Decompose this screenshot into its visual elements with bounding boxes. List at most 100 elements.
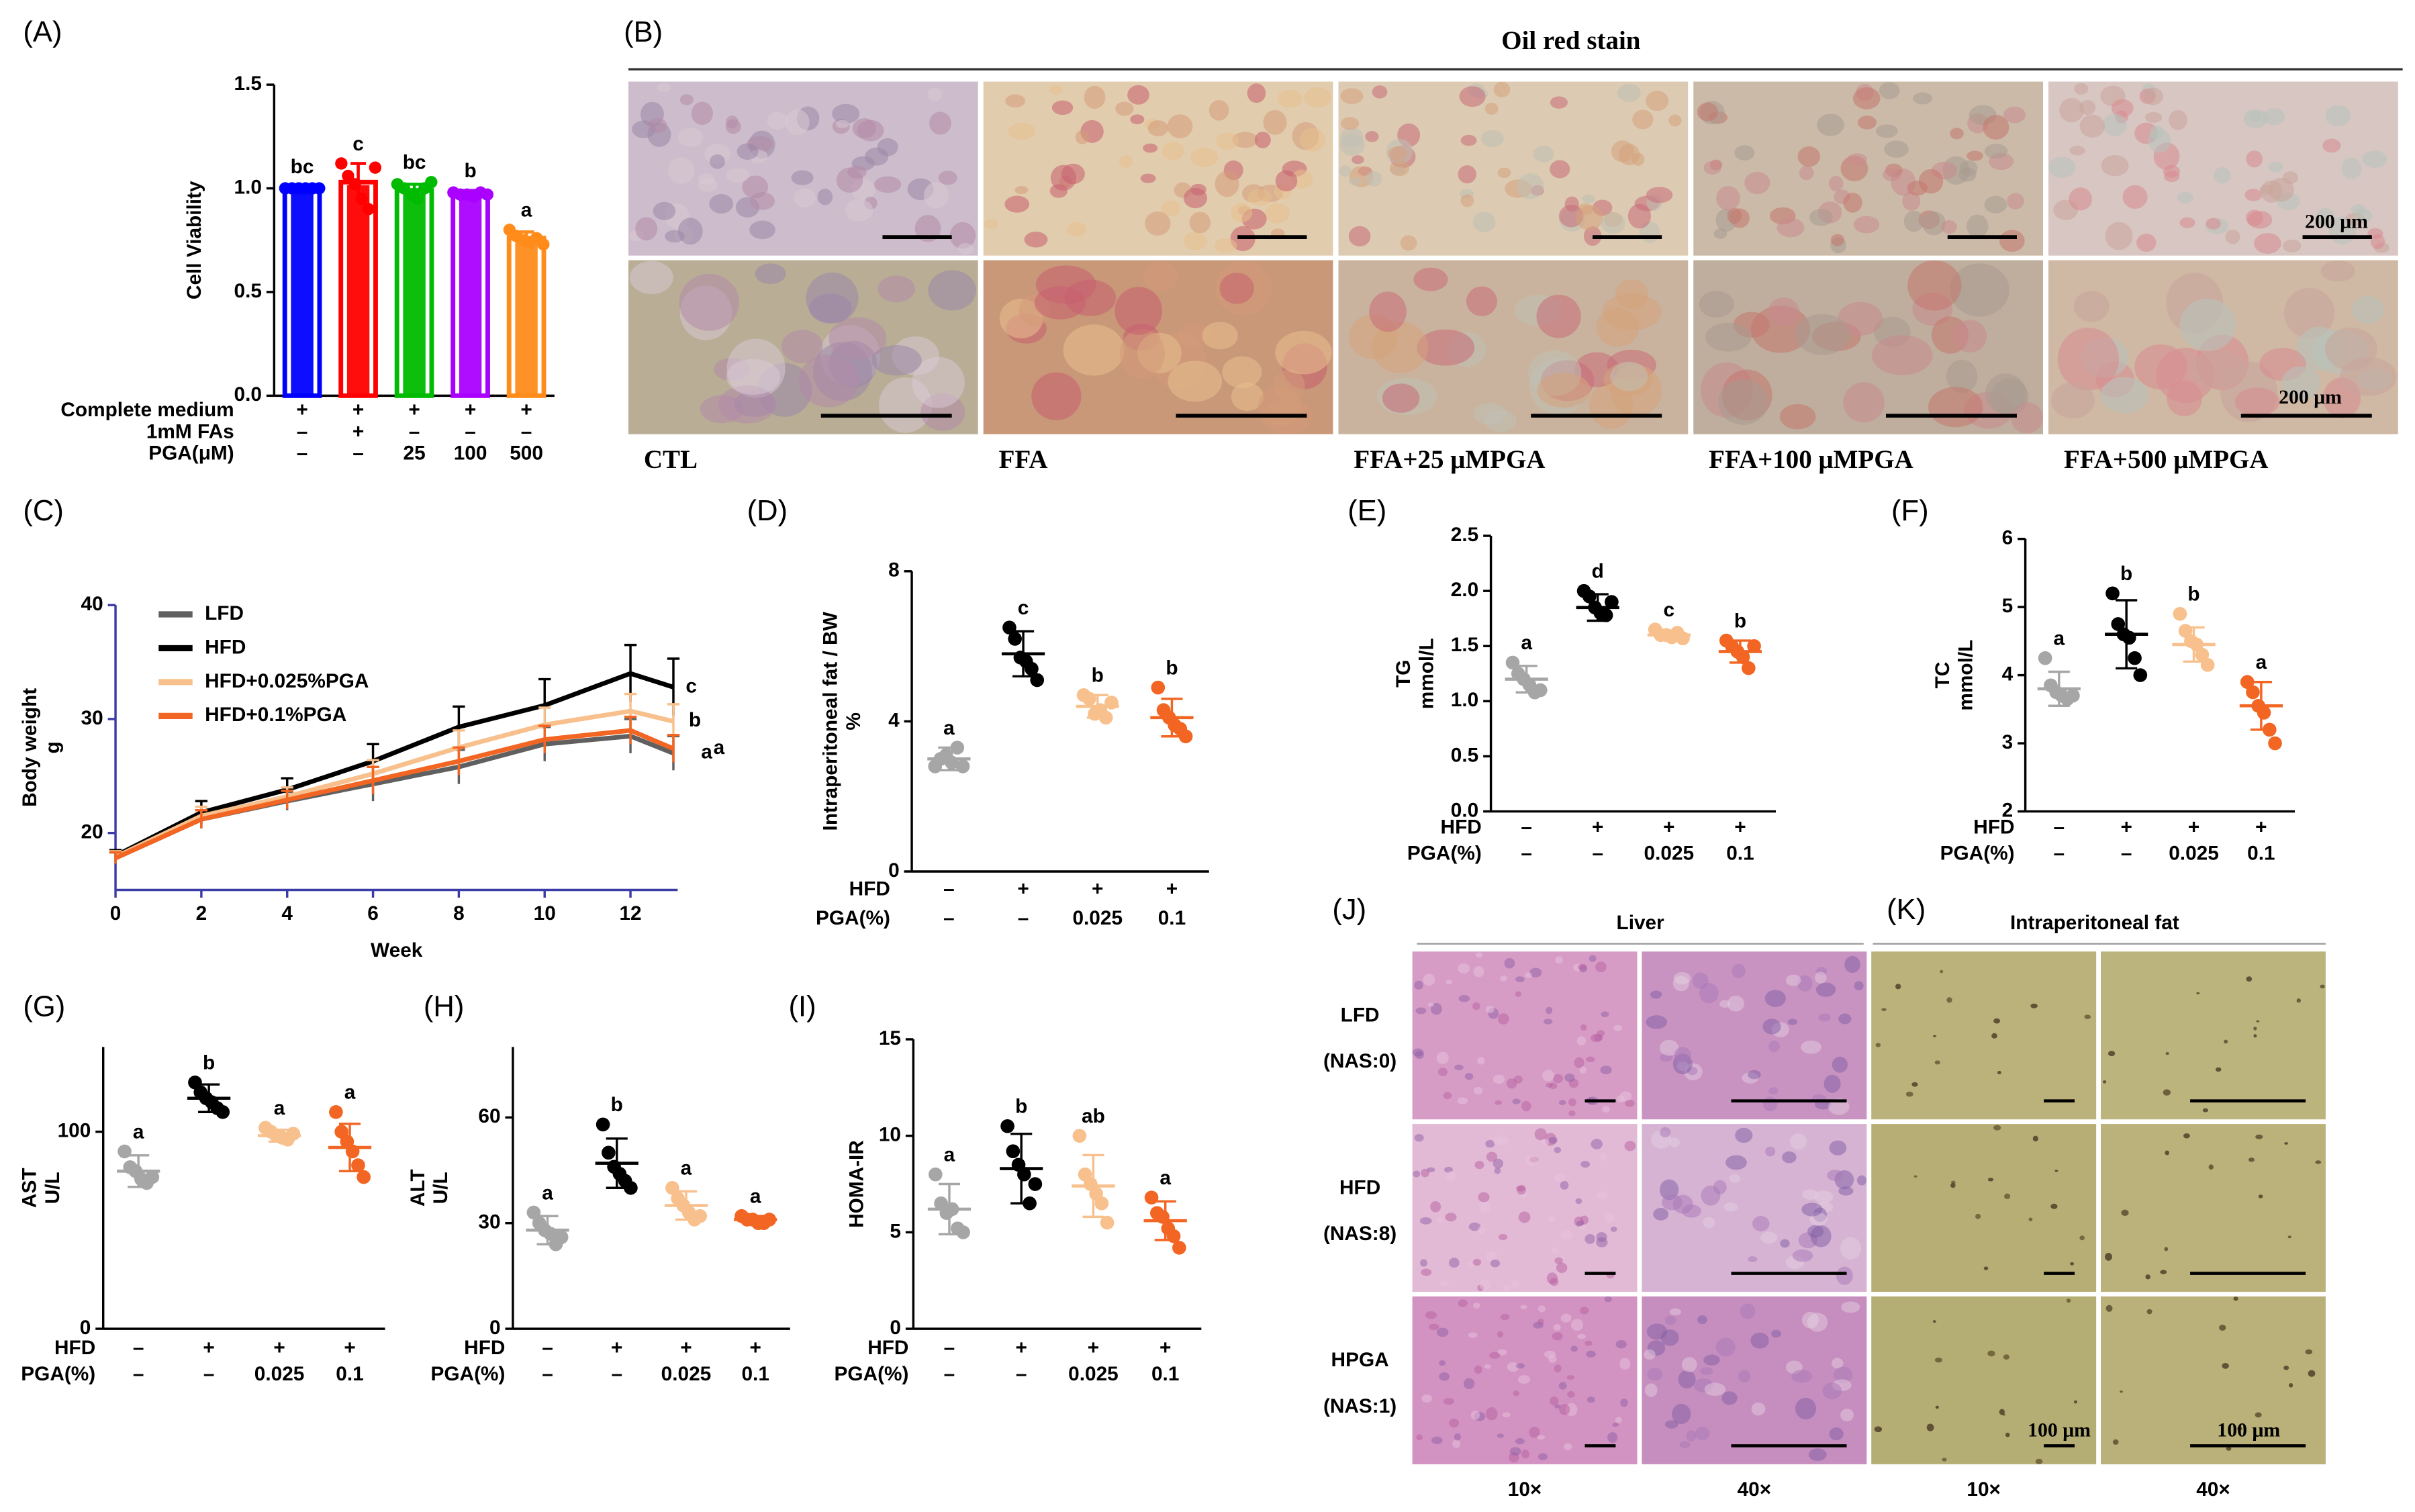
condition-cell: –: [133, 1363, 144, 1385]
bar-fill: [515, 241, 538, 396]
panel-label: (G): [23, 991, 65, 1023]
cell-texture: [1764, 990, 1786, 1007]
micrograph: [2101, 951, 2326, 1120]
cell-texture: [2284, 1142, 2288, 1145]
cell-texture: [2165, 1150, 2169, 1155]
cell-texture: [1119, 329, 1166, 379]
cell-texture: [1703, 1354, 1720, 1366]
cell-texture: [1550, 1396, 1559, 1406]
cell-texture: [1615, 279, 1648, 310]
significance-letter: a: [750, 1186, 761, 1208]
cell-texture: [1597, 1191, 1608, 1200]
condition-cell: +: [750, 1337, 761, 1359]
cell-texture: [949, 222, 976, 249]
significance-letter: c: [685, 675, 697, 697]
cell-texture: [1515, 976, 1525, 982]
y-tick-label: 30: [81, 707, 103, 729]
cell-texture: [2341, 157, 2362, 179]
cell-texture: [1646, 1323, 1668, 1340]
cell-texture: [1521, 1450, 1530, 1459]
cell-texture: [1560, 1181, 1569, 1190]
data-point: [355, 192, 368, 205]
cell-texture: [1446, 1171, 1456, 1181]
cell-texture: [817, 188, 833, 205]
cell-texture: [2035, 1458, 2043, 1464]
cell-texture: [1485, 1139, 1495, 1148]
data-point: [425, 176, 438, 189]
y-tick-label: 0: [888, 859, 900, 882]
cell-texture: [1497, 1331, 1504, 1338]
cell-texture: [1553, 1323, 1561, 1331]
scale-label: 100 μm: [2217, 1419, 2280, 1442]
cell-texture: [1669, 1308, 1681, 1316]
cell-texture: [755, 263, 786, 285]
cell-texture: [1485, 1005, 1495, 1014]
cell-texture: [657, 83, 671, 93]
cell-texture: [2177, 191, 2193, 203]
cell-texture: [1734, 145, 1755, 160]
cell-texture: [1650, 990, 1662, 999]
cell-texture: [1189, 211, 1211, 234]
cell-texture: [2183, 1133, 2190, 1139]
cell-texture: [2054, 1170, 2058, 1172]
cell-texture: [1600, 1066, 1612, 1074]
condition-cell: –: [1521, 816, 1532, 839]
condition-cell: +: [611, 1337, 622, 1359]
cell-texture: [1521, 1100, 1531, 1112]
cell-texture: [1830, 234, 1845, 246]
cell-texture: [1740, 1303, 1756, 1319]
cell-texture: [1202, 322, 1238, 350]
cell-texture: [1538, 1305, 1546, 1313]
cell-texture: [2234, 387, 2280, 416]
cell-texture: [1555, 956, 1564, 964]
panel-title: Liver: [1617, 912, 1665, 934]
cell-texture: [1502, 1284, 1511, 1290]
significance-letter: a: [714, 737, 725, 759]
cell-texture: [1922, 211, 1946, 236]
cell-texture: [1554, 1174, 1566, 1182]
cell-texture: [1738, 1370, 1751, 1383]
cell-texture: [938, 171, 957, 185]
data-point: [2173, 606, 2187, 621]
group-label: FFA+25 μMPGA: [1354, 445, 1545, 474]
cell-texture: [2028, 1217, 2033, 1221]
cell-texture: [1529, 1426, 1540, 1438]
cell-texture: [1369, 291, 1407, 332]
cell-texture: [1715, 1337, 1736, 1357]
cell-texture: [785, 109, 810, 136]
cell-texture: [1605, 1213, 1615, 1223]
cell-texture: [2079, 114, 2105, 138]
cell-texture: [1063, 324, 1125, 376]
cell-texture: [698, 178, 718, 192]
cell-texture: [2142, 87, 2163, 105]
cell-texture: [1340, 88, 1364, 105]
cell-texture: [1460, 194, 1474, 207]
cell-texture: [1430, 1200, 1441, 1213]
condition-cell: –: [542, 1337, 553, 1359]
cell-texture: [1552, 1074, 1563, 1084]
cell-texture: [2237, 1426, 2242, 1431]
cell-texture: [1525, 972, 1532, 978]
cell-texture: [1049, 85, 1063, 95]
cell-texture: [2010, 401, 2043, 434]
row-score-label: (NAS:8): [1323, 1223, 1396, 1245]
cell-texture: [1475, 952, 1483, 958]
data-point: [1025, 661, 1039, 676]
y-axis-label: Intraperitoneal fat / BW: [820, 611, 842, 831]
y-tick-label: 0: [890, 1317, 901, 1339]
cell-texture: [1168, 361, 1223, 402]
condition-cell: +: [465, 399, 476, 421]
significance-letter: b: [203, 1052, 215, 1074]
cell-texture: [1495, 1100, 1502, 1105]
cell-texture: [1579, 1066, 1587, 1074]
cell-texture: [1580, 1024, 1587, 1031]
cell-texture: [2322, 138, 2341, 153]
cell-texture: [1934, 1357, 1942, 1363]
condition-cell: 0.025: [1072, 907, 1123, 929]
cell-texture: [1560, 1230, 1573, 1240]
cell-texture: [1815, 982, 1836, 997]
y-tick-label: 5: [890, 1220, 901, 1242]
cell-texture: [1879, 82, 1900, 99]
cell-texture: [1807, 1313, 1828, 1332]
condition-cell: +: [1166, 878, 1178, 900]
